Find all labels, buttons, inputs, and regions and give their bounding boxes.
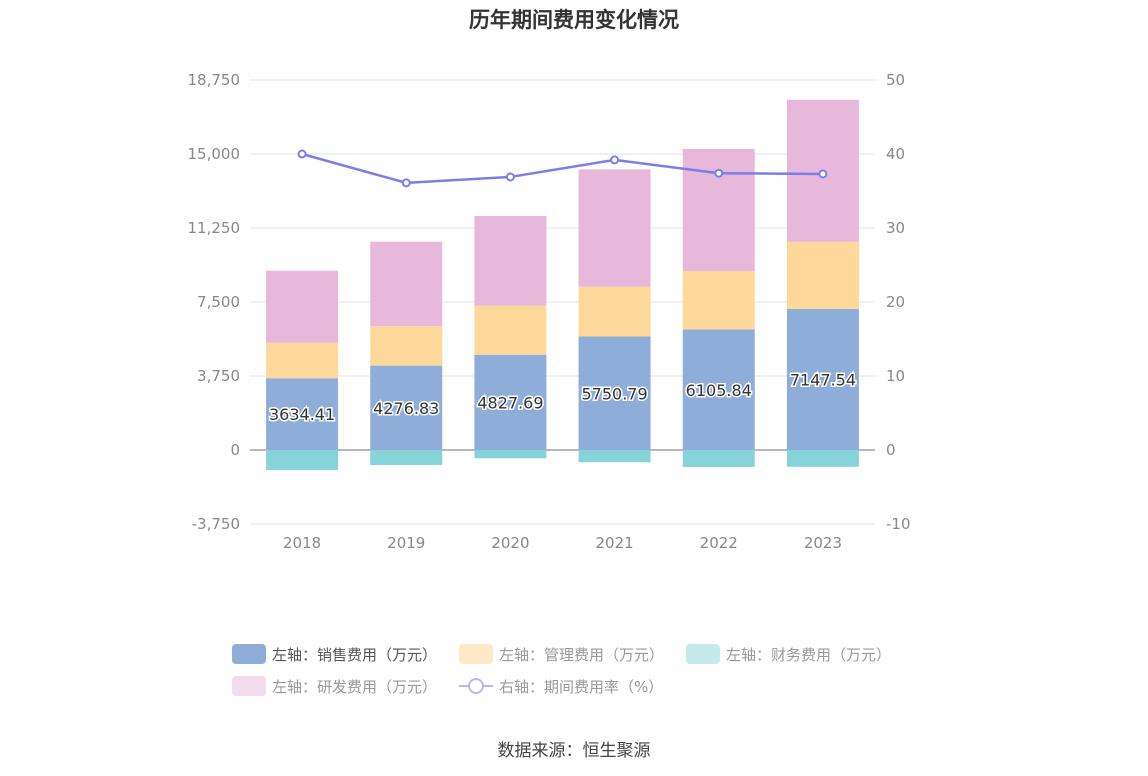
left-axis-tick-label: 3,750 [197, 367, 240, 385]
legend-swatch-admin [459, 644, 494, 664]
right-axis-tick-label: 20 [886, 293, 905, 311]
bar-segment [266, 450, 339, 471]
expense-rate-point [505, 172, 515, 182]
legend: 左轴：销售费用（万元） 左轴：管理费用（万元） 左轴：财务费用（万元） 左轴：研… [232, 638, 952, 702]
bar-segment [370, 326, 443, 366]
bar-segment [578, 169, 651, 287]
legend-label-admin: 左轴：管理费用（万元） [499, 645, 665, 664]
bar-segment [370, 365, 443, 450]
x-axis-tick-label: 2019 [387, 534, 425, 552]
left-axis-tick-label: 11,250 [188, 219, 241, 237]
bar-segment [786, 241, 859, 309]
right-axis-tick-label: 40 [886, 145, 905, 163]
legend-item-expense-rate[interactable]: 右轴：期间费用率（%） [459, 676, 663, 697]
data-source: 数据来源：恒生聚源 [497, 741, 651, 761]
bar-segment [682, 271, 755, 330]
legend-item-rnd[interactable]: 左轴：研发费用（万元） [232, 676, 437, 697]
legend-item-admin[interactable]: 左轴：管理费用（万元） [459, 644, 664, 665]
legend-label-sales: 左轴：销售费用（万元） [272, 645, 438, 664]
expense-rate-point [610, 155, 620, 165]
chart-title: 历年期间费用变化情况 [469, 8, 679, 32]
legend-label-finance: 左轴：财务费用（万元） [726, 645, 892, 664]
expense-rate-line [301, 152, 823, 185]
left-axis-tick-label: -3,750 [192, 515, 240, 533]
legend-label-expense-rate: 右轴：期间费用率（%） [499, 677, 664, 696]
left-axis-tick-label: 15,000 [188, 145, 241, 163]
bar-segment [474, 216, 547, 306]
bar-segment [786, 450, 859, 467]
right-axis-tick-label: -10 [886, 515, 911, 533]
left-axis-tick-label: 0 [230, 441, 240, 459]
bar-segment [474, 305, 547, 355]
expense-rate-point [714, 168, 724, 178]
bar-segment [370, 450, 443, 465]
chart-canvas: -3,750 0 3,750 7,500 11,250 15,000 18,750 -10 0 1… [188, 71, 911, 552]
left-axis-tick-label: 7,500 [197, 293, 240, 311]
bar-value-label: 4276.83 [373, 399, 439, 418]
bar-value-label: 7147.54 [790, 370, 856, 389]
legend-swatch-rnd [232, 676, 266, 696]
legend-item-finance[interactable]: 左轴：财务费用（万元） [686, 644, 891, 665]
expense-rate-point [818, 169, 828, 179]
bar-segment [266, 342, 339, 379]
bar-value-label: 4827.69 [477, 393, 543, 412]
legend-swatch-sales [232, 644, 266, 664]
expense-rate-point [297, 149, 307, 159]
bar-segment [266, 378, 339, 450]
bar-segment [474, 354, 547, 450]
right-axis-tick-label: 50 [886, 71, 905, 89]
legend-item-sales[interactable]: 左轴：销售费用（万元） [232, 644, 437, 665]
right-axis-tick-label: 30 [886, 219, 905, 237]
bar-segment [266, 270, 339, 343]
bar-value-label: 3634.41 [269, 405, 335, 424]
bar-segment [578, 336, 651, 450]
bar-segment [682, 450, 755, 467]
expense-rate-point [401, 178, 411, 188]
legend-line-marker-icon [459, 676, 494, 696]
bar-segment [474, 450, 547, 459]
bar-segment [682, 148, 755, 272]
bar-segment [370, 241, 443, 327]
x-axis-tick-label: 2023 [804, 534, 842, 552]
bar-value-label: 5750.79 [581, 384, 647, 403]
bar-segment [682, 329, 755, 450]
x-axis-tick-label: 2020 [491, 534, 529, 552]
right-axis-tick-label: 10 [886, 367, 905, 385]
bar-segment [578, 450, 651, 463]
x-axis-tick-label: 2018 [283, 534, 321, 552]
legend-label-rnd: 左轴：研发费用（万元） [272, 677, 438, 696]
bar-value-label: 6105.84 [686, 381, 752, 400]
legend-swatch-finance [686, 644, 721, 664]
left-axis-tick-label: 18,750 [188, 71, 241, 89]
right-axis-tick-label: 0 [886, 441, 896, 459]
x-axis-tick-label: 2021 [595, 534, 633, 552]
bar-segment [786, 308, 859, 450]
x-axis-tick-label: 2022 [700, 534, 738, 552]
bar-segment [578, 286, 651, 337]
